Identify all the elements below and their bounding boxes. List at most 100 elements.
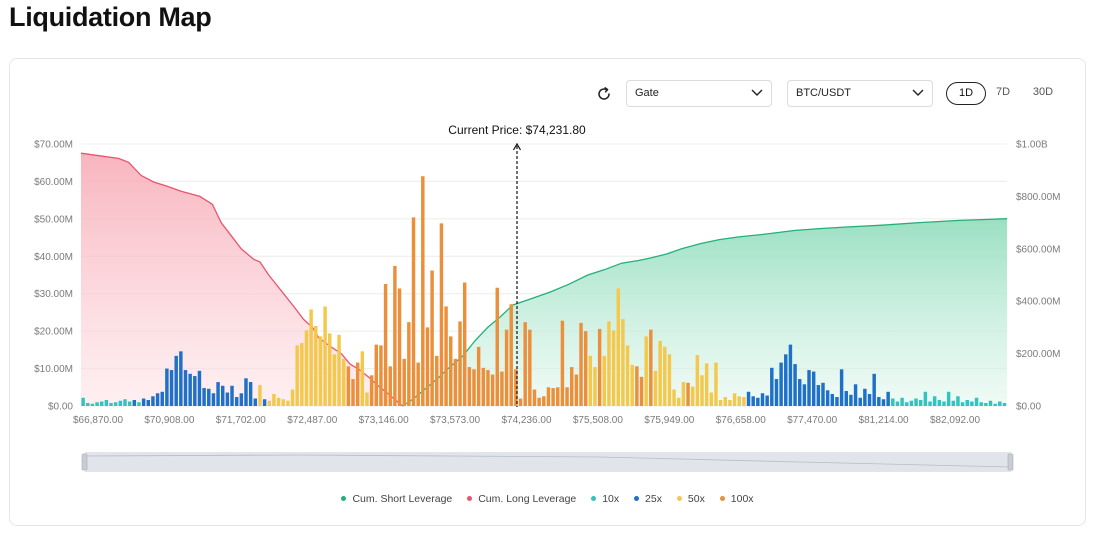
x-tick-label: $76,658.00 [716,415,766,426]
bar-100x [421,176,425,406]
bar-100x [537,397,541,406]
legend-50x[interactable]: 50x [676,493,705,505]
bar-100x [597,328,602,406]
bar-100x [416,362,420,406]
range-slider-track[interactable] [84,452,1012,472]
bar-100x [462,282,467,406]
bar-25x [867,394,872,406]
range-1d-button[interactable]: 1D [946,82,986,105]
bar-50x [621,319,625,406]
legend-dot [719,495,725,501]
bar-100x [374,344,379,406]
bar-10x [928,401,932,406]
legend-dot [467,495,473,501]
bar-25x [193,376,197,406]
legend-100x[interactable]: 100x [719,493,754,505]
legend-cum-long[interactable]: Cum. Long Leverage [467,493,576,505]
y-left-tick-label: $10.00M [34,364,73,375]
bar-100x [467,367,472,406]
bar-25x [853,384,858,406]
bar-10x [974,397,979,406]
bar-25x [779,362,783,406]
bar-100x [639,376,644,406]
bar-10x [946,391,951,406]
bar-25x [216,382,220,406]
current-price-marker: Current Price: $74,231.80 [448,123,586,407]
y-right-tick-label: $1.00B [1016,140,1048,151]
bar-10x [965,400,969,406]
pair-select[interactable]: BTC/USDT [787,80,933,107]
bar-50x [328,333,332,406]
bar-25x [239,393,244,406]
bar-25x [784,354,788,406]
bar-100x [569,367,574,406]
y-left-tick-label: $50.00M [34,214,73,225]
bar-100x [574,374,579,406]
bar-50x [300,343,304,406]
legend-10x[interactable]: 10x [591,493,619,505]
bar-50x [286,400,290,406]
bar-10x [984,403,988,406]
cum-short-area [402,218,1008,406]
bar-10x [960,402,965,406]
bar-50x [281,399,285,406]
bar-100x [542,396,546,406]
range-slider-handle-right[interactable] [1007,453,1014,471]
bar-25x [811,371,816,406]
bar-100x [486,370,490,406]
bar-50x [737,396,741,406]
bar-25x [211,393,216,406]
liquidation-bars [81,176,1007,406]
bar-10x [118,400,123,406]
range-slider[interactable] [81,452,1014,472]
legend-label: 100x [730,493,754,505]
bar-10x [900,397,904,406]
bar-10x [127,401,132,406]
exchange-select[interactable]: Gate [626,80,772,107]
bar-25x [183,370,188,406]
range-slider-preview [85,454,1011,468]
bar-100x [411,217,416,406]
bar-10x [123,399,127,406]
bar-100x [383,283,388,406]
bar-50x [602,355,607,406]
bar-50x [290,389,295,406]
cumulative-areas [80,152,1008,407]
legend-cum-short[interactable]: Cum. Short Leverage [341,493,452,505]
bar-10x [109,403,113,406]
bar-25x [751,396,755,406]
range-7d-button[interactable]: 7D [995,86,1011,98]
bar-100x [449,336,453,406]
x-tick-label: $70,908.00 [144,415,194,426]
exchange-select-value: Gate [635,87,659,99]
bar-100x [430,270,434,406]
bar-50x [267,400,271,406]
chart-legend: Cum. Short Leverage Cum. Long Leverage 1… [0,493,1095,505]
refresh-icon[interactable] [596,86,612,102]
bar-50x [681,382,686,406]
bar-50x [718,400,723,406]
bar-100x [495,287,499,406]
bar-25x [807,370,811,406]
bar-100x [397,288,402,406]
bar-100x [500,371,504,406]
bar-100x [518,398,523,406]
bar-100x [504,329,509,406]
bar-10x [942,401,946,406]
bar-100x [407,322,411,406]
bar-100x [346,366,351,406]
bar-100x [481,367,486,406]
bar-50x [700,375,704,406]
bar-50x [332,354,337,406]
bar-25x [774,379,779,406]
bar-100x [369,375,374,406]
bar-100x [453,358,458,406]
legend-25x[interactable]: 25x [634,493,662,505]
y-right-tick-label: $400.00M [1016,297,1060,308]
bar-10x [909,400,914,406]
bar-50x [365,392,369,406]
range-30d-button[interactable]: 30D [1032,86,1054,98]
range-slider-handle-left[interactable] [81,453,88,471]
bar-50x [663,346,667,406]
